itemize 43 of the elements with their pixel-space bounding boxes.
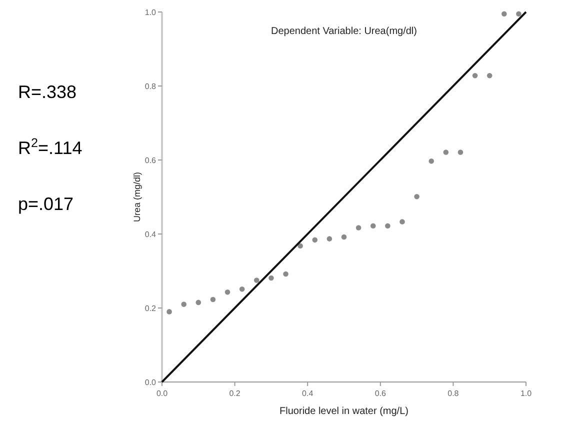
point (458, 150, 464, 155)
point (502, 11, 507, 16)
x-tick-label: 0.8 (448, 389, 460, 398)
point (312, 237, 318, 243)
point (356, 225, 362, 230)
point (254, 278, 260, 283)
point (486, 73, 492, 78)
x-tick-label: 0.0 (156, 389, 168, 398)
y-tick-label: 0.0 (144, 378, 157, 387)
x-axis-title: Fluoride level in water (mg/L) (280, 406, 408, 417)
point (370, 223, 376, 228)
point (166, 309, 172, 314)
x-tick-label: 0.6 (374, 389, 387, 398)
x-tick-label: 0.2 (229, 389, 241, 398)
text: R$^{2}$=.114 (18, 136, 82, 158)
y-axis-title: Urea (mg/dl) (132, 172, 142, 222)
y-tick-label: 0.8 (144, 82, 157, 91)
text: p=.017 (18, 194, 74, 214)
point (181, 302, 186, 307)
point (268, 275, 274, 281)
point (283, 271, 288, 277)
point (400, 219, 405, 224)
text: Dependent Variable: Urea(mg/dl) (270, 26, 418, 37)
point (326, 236, 332, 242)
text: R=.338 (18, 82, 77, 102)
point (428, 158, 434, 164)
point (472, 73, 478, 78)
point (341, 234, 347, 240)
point (210, 296, 216, 302)
point (443, 150, 449, 155)
point (239, 286, 245, 292)
point (196, 300, 202, 306)
x-tick-label: 1.0 (520, 389, 532, 398)
point (414, 194, 420, 200)
x-tick-label: 0.4 (302, 389, 314, 398)
point (298, 243, 303, 248)
y-tick-label: 1.0 (144, 8, 157, 17)
point (224, 289, 230, 295)
y-tick-label: 0.4 (144, 230, 157, 239)
point (385, 223, 390, 228)
y-tick-label: 0.6 (144, 156, 157, 165)
point (516, 11, 522, 16)
y-tick-label: 0.2 (144, 304, 157, 313)
